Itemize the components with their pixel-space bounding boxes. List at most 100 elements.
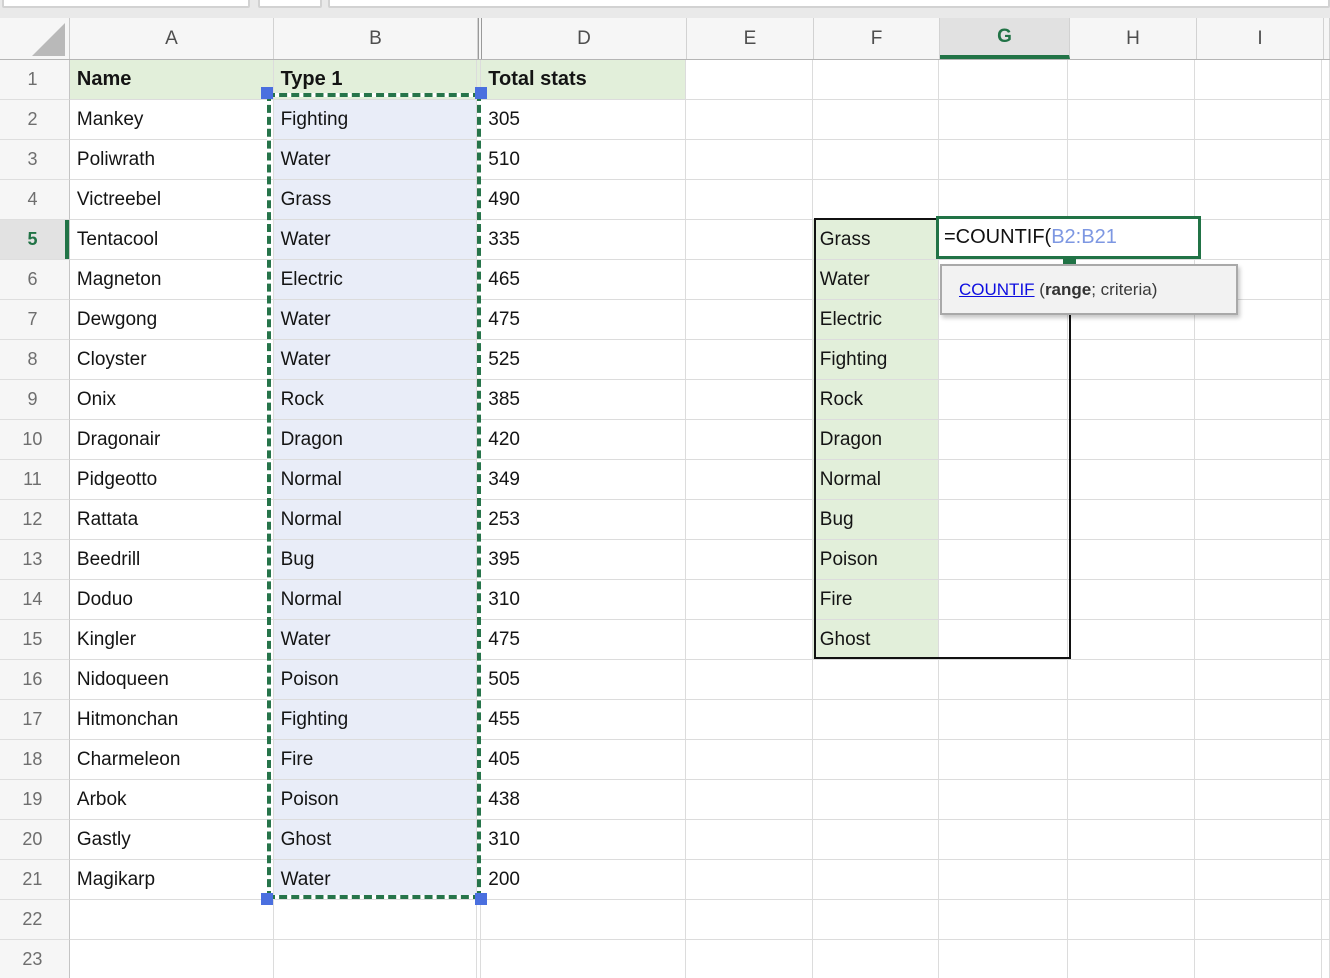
cell-G3[interactable]: [938, 140, 1069, 180]
cell-D3[interactable]: 510: [481, 140, 686, 180]
row-header-23[interactable]: 23: [0, 940, 70, 978]
row-header-10[interactable]: 10: [0, 420, 70, 460]
cell-D18[interactable]: 405: [481, 740, 686, 780]
cell-H16[interactable]: [1068, 660, 1196, 700]
cell-F14[interactable]: Fire: [812, 580, 939, 620]
cell-I4[interactable]: [1195, 180, 1323, 220]
cell-B17[interactable]: Fighting: [273, 700, 478, 740]
cell-D15[interactable]: 475: [481, 620, 686, 660]
row-header-3[interactable]: 3: [0, 140, 70, 180]
cell-H4[interactable]: [1068, 180, 1196, 220]
cell-H12[interactable]: [1068, 500, 1196, 540]
cell-H23[interactable]: [1068, 940, 1196, 978]
cell-I9[interactable]: [1195, 380, 1323, 420]
cell-B20[interactable]: Ghost: [273, 820, 478, 860]
cell-J11[interactable]: [1322, 460, 1330, 500]
row-header-17[interactable]: 17: [0, 700, 70, 740]
cell-G20[interactable]: [938, 820, 1069, 860]
cell-H14[interactable]: [1068, 580, 1196, 620]
column-header-D[interactable]: D: [482, 18, 687, 59]
cell-A1[interactable]: Name: [69, 60, 274, 100]
cell-D23[interactable]: [481, 940, 686, 978]
cell-F5[interactable]: Grass: [812, 220, 939, 260]
cell-D1[interactable]: Total stats: [481, 60, 686, 100]
cell-B15[interactable]: Water: [273, 620, 478, 660]
cell-F21[interactable]: [812, 860, 939, 900]
cell-D17[interactable]: 455: [481, 700, 686, 740]
cell-J22[interactable]: [1322, 900, 1330, 940]
cell-F6[interactable]: Water: [812, 260, 939, 300]
cell-G4[interactable]: [938, 180, 1069, 220]
cell-A7[interactable]: Dewgong: [69, 300, 274, 340]
cell-G14[interactable]: [938, 580, 1069, 620]
cell-J18[interactable]: [1322, 740, 1330, 780]
cell-A8[interactable]: Cloyster: [69, 340, 274, 380]
column-header-I[interactable]: I: [1197, 18, 1324, 59]
cell-H10[interactable]: [1068, 420, 1196, 460]
cell-B16[interactable]: Poison: [273, 660, 478, 700]
cell-E19[interactable]: [685, 780, 813, 820]
cell-G8[interactable]: [938, 340, 1069, 380]
cell-H17[interactable]: [1068, 700, 1196, 740]
cell-G15[interactable]: [938, 620, 1069, 660]
row-header-8[interactable]: 8: [0, 340, 70, 380]
fx-button-box[interactable]: [258, 0, 322, 8]
cell-D19[interactable]: 438: [481, 780, 686, 820]
cell-F13[interactable]: Poison: [812, 540, 939, 580]
cell-D16[interactable]: 505: [481, 660, 686, 700]
cell-E12[interactable]: [685, 500, 813, 540]
cell-B6[interactable]: Electric: [273, 260, 478, 300]
cell-H3[interactable]: [1068, 140, 1196, 180]
cell-I23[interactable]: [1195, 940, 1323, 978]
cell-I12[interactable]: [1195, 500, 1323, 540]
cell-A6[interactable]: Magneton: [69, 260, 274, 300]
cell-G1[interactable]: [938, 60, 1069, 100]
cell-G11[interactable]: [938, 460, 1069, 500]
cell-H21[interactable]: [1068, 860, 1196, 900]
cell-I16[interactable]: [1195, 660, 1323, 700]
row-header-12[interactable]: 12: [0, 500, 70, 540]
cell-A13[interactable]: Beedrill: [69, 540, 274, 580]
column-header-C[interactable]: [478, 18, 482, 59]
cell-A15[interactable]: Kingler: [69, 620, 274, 660]
row-header-7[interactable]: 7: [0, 300, 70, 340]
cell-J17[interactable]: [1322, 700, 1330, 740]
cell-I2[interactable]: [1195, 100, 1323, 140]
cell-D4[interactable]: 490: [481, 180, 686, 220]
cell-G23[interactable]: [938, 940, 1069, 978]
cell-J16[interactable]: [1322, 660, 1330, 700]
cell-B9[interactable]: Rock: [273, 380, 478, 420]
row-header-11[interactable]: 11: [0, 460, 70, 500]
cell-J3[interactable]: [1322, 140, 1330, 180]
row-header-9[interactable]: 9: [0, 380, 70, 420]
cell-E21[interactable]: [685, 860, 813, 900]
cell-G18[interactable]: [938, 740, 1069, 780]
cell-H18[interactable]: [1068, 740, 1196, 780]
cell-G19[interactable]: [938, 780, 1069, 820]
cell-B12[interactable]: Normal: [273, 500, 478, 540]
cell-F10[interactable]: Dragon: [812, 420, 939, 460]
cell-I8[interactable]: [1195, 340, 1323, 380]
cell-I3[interactable]: [1195, 140, 1323, 180]
cell-F12[interactable]: Bug: [812, 500, 939, 540]
cell-E14[interactable]: [685, 580, 813, 620]
cell-E6[interactable]: [685, 260, 813, 300]
column-header-H[interactable]: H: [1070, 18, 1197, 59]
column-header-J[interactable]: [1324, 18, 1330, 59]
cell-E2[interactable]: [685, 100, 813, 140]
cell-E20[interactable]: [685, 820, 813, 860]
cell-D21[interactable]: 200: [481, 860, 686, 900]
cell-B1[interactable]: Type 1: [273, 60, 478, 100]
cell-E13[interactable]: [685, 540, 813, 580]
cell-H19[interactable]: [1068, 780, 1196, 820]
cell-I19[interactable]: [1195, 780, 1323, 820]
cell-H9[interactable]: [1068, 380, 1196, 420]
cell-G21[interactable]: [938, 860, 1069, 900]
cell-J23[interactable]: [1322, 940, 1330, 978]
row-header-18[interactable]: 18: [0, 740, 70, 780]
cell-I18[interactable]: [1195, 740, 1323, 780]
cell-B10[interactable]: Dragon: [273, 420, 478, 460]
cell-F7[interactable]: Electric: [812, 300, 939, 340]
row-header-2[interactable]: 2: [0, 100, 70, 140]
cell-E7[interactable]: [685, 300, 813, 340]
